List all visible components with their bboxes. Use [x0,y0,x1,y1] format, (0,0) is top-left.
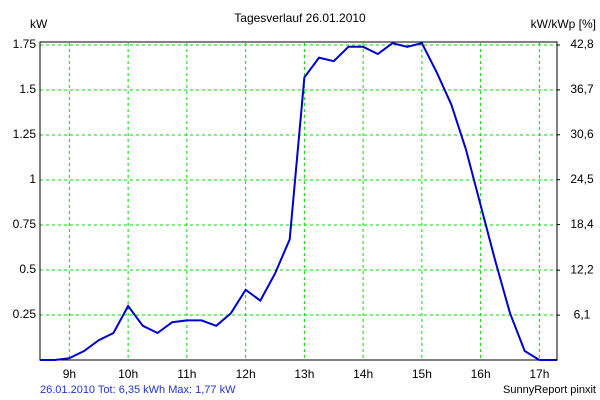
y2-tick-label: 24,5 [570,172,594,186]
y2-tick-label: 30,6 [570,127,594,141]
y-tick-label: 1.5 [19,82,36,96]
y-tick-label: 0.75 [13,217,37,231]
x-tick-label: 11h [177,367,196,381]
footer-credit: SunnyReport pinxit [503,384,596,396]
x-tick-label: 14h [353,367,373,381]
x-tick-label: 13h [294,367,314,381]
y-tick-label: 1 [29,172,36,186]
x-tick-label: 15h [412,367,432,381]
plot-frame [39,41,558,361]
x-tick-label: 10h [118,367,138,381]
y-tick-label: 1.75 [13,37,37,51]
x-tick-label: 9h [63,367,76,381]
y-tick-label: 0.25 [13,307,37,321]
y2-tick-label: 42,8 [570,37,594,51]
y-tick-label: 1.25 [13,127,37,141]
y2-axis-label: kW/kWp [%] [531,17,596,31]
footer-info: 26.01.2010 Tot: 6,35 kWh Max: 1,77 kW [40,384,236,396]
y-axis-label: kW [30,17,48,31]
y2-tick-label: 18,4 [570,217,594,231]
x-tick-label: 12h [236,367,256,381]
y2-tick-label: 36,7 [570,82,594,96]
y-tick-label: 0.5 [19,262,36,276]
chart-title: Tagesverlauf 26.01.2010 [234,11,366,25]
x-tick-label: 17h [529,367,549,381]
data-line [40,42,557,361]
x-tick-label: 16h [471,367,491,381]
y2-tick-label: 6,1 [574,307,591,321]
y2-tick-label: 12,2 [570,262,594,276]
